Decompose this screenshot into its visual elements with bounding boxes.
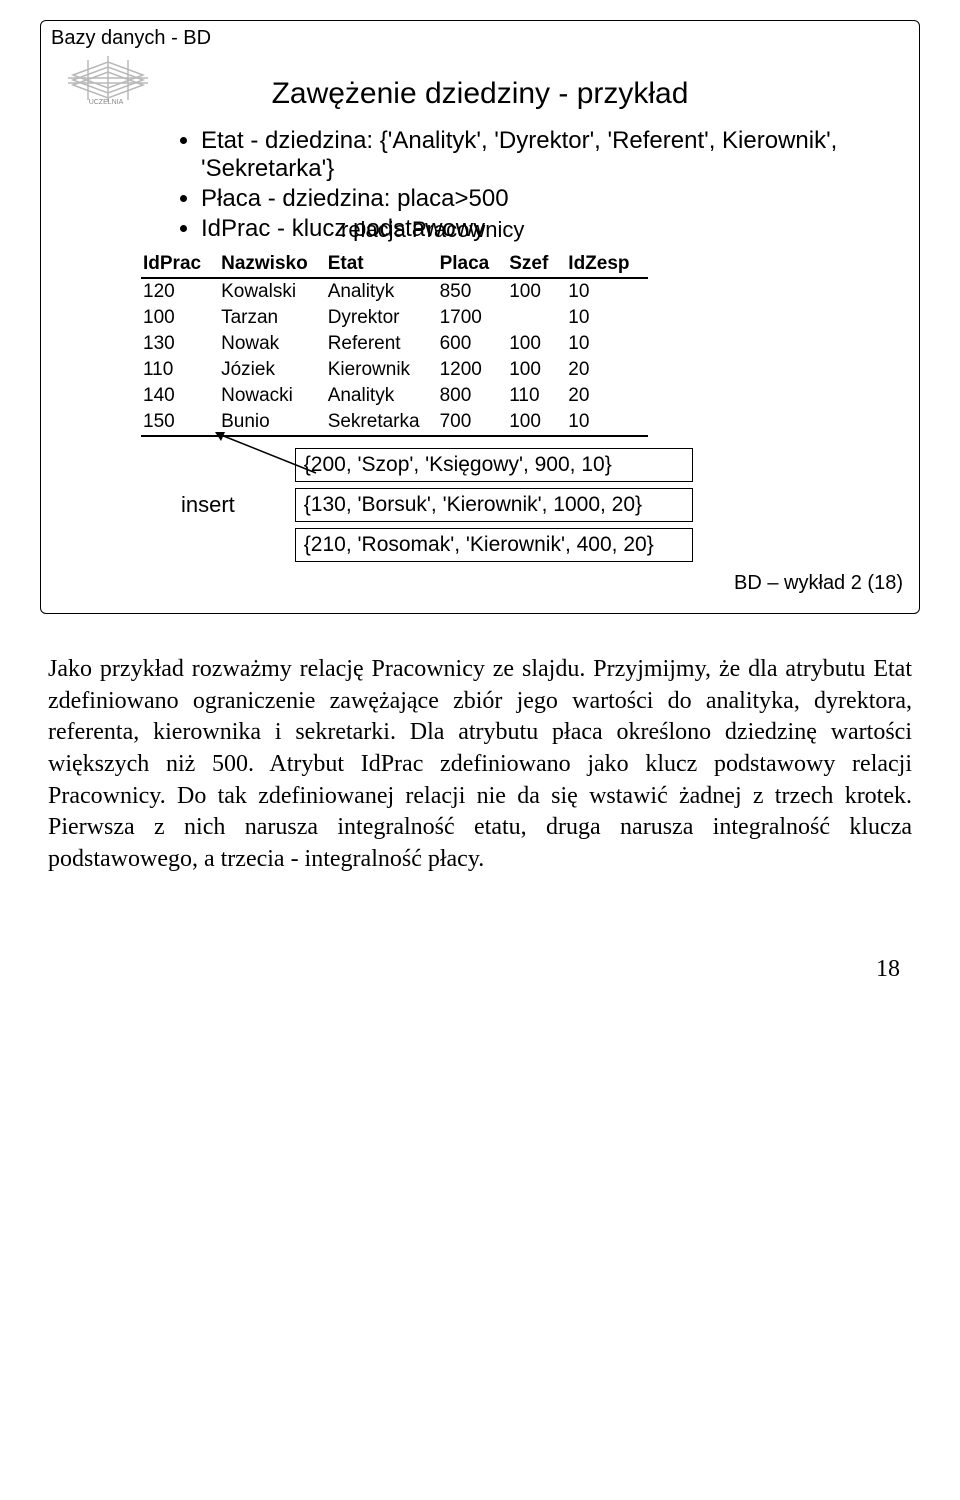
example-tuple: {210, 'Rosomak', 'Kierownik', 400, 20} bbox=[295, 528, 693, 562]
table-row: 130NowakReferent60010010 bbox=[141, 331, 648, 357]
body-text: Jako przykład rozważmy relację Pracownic… bbox=[48, 654, 912, 876]
col-header: Placa bbox=[438, 251, 508, 278]
logo-icon: UCZELNIA bbox=[63, 50, 153, 105]
col-header: Etat bbox=[326, 251, 438, 278]
col-header: IdPrac bbox=[141, 251, 219, 278]
page: Bazy danych - BD UCZELNIA Zawężenie dzie… bbox=[0, 0, 960, 1013]
page-number: 18 bbox=[40, 956, 920, 983]
bullet-item: Płaca - dziedzina: placa>500 bbox=[201, 185, 879, 213]
slide-footer: BD – wykład 2 (18) bbox=[41, 568, 919, 595]
table-row: 120KowalskiAnalityk85010010 bbox=[141, 278, 648, 305]
insert-label: insert bbox=[181, 492, 235, 518]
svg-text:UCZELNIA: UCZELNIA bbox=[89, 99, 124, 105]
col-header: Szef bbox=[507, 251, 566, 278]
bullet-item: Etat - dziedzina: {'Analityk', 'Dyrektor… bbox=[201, 127, 879, 183]
course-header: Bazy danych - BD bbox=[41, 21, 919, 52]
table-row: 140NowackiAnalityk80011020 bbox=[141, 383, 648, 409]
data-table: IdPrac Nazwisko Etat Placa Szef IdZesp 1… bbox=[141, 251, 648, 437]
table-row: 110JóziekKierownik120010020 bbox=[141, 357, 648, 383]
table-row: 100TarzanDyrektor170010 bbox=[141, 305, 648, 331]
slide-title: Zawężenie dziedziny - przykład bbox=[41, 77, 919, 111]
col-header: IdZesp bbox=[566, 251, 647, 278]
example-tuple: {200, 'Szop', 'Księgowy', 900, 10} bbox=[295, 448, 693, 482]
example-tuple: {130, 'Borsuk', 'Kierownik', 1000, 20} bbox=[295, 488, 693, 522]
examples-list: {200, 'Szop', 'Księgowy', 900, 10} {130,… bbox=[295, 442, 693, 568]
col-header: Nazwisko bbox=[219, 251, 326, 278]
relation-label: relacja Pracownicy bbox=[341, 217, 919, 243]
slide-box: Bazy danych - BD UCZELNIA Zawężenie dzie… bbox=[40, 20, 920, 614]
arrow-icon bbox=[211, 429, 321, 475]
